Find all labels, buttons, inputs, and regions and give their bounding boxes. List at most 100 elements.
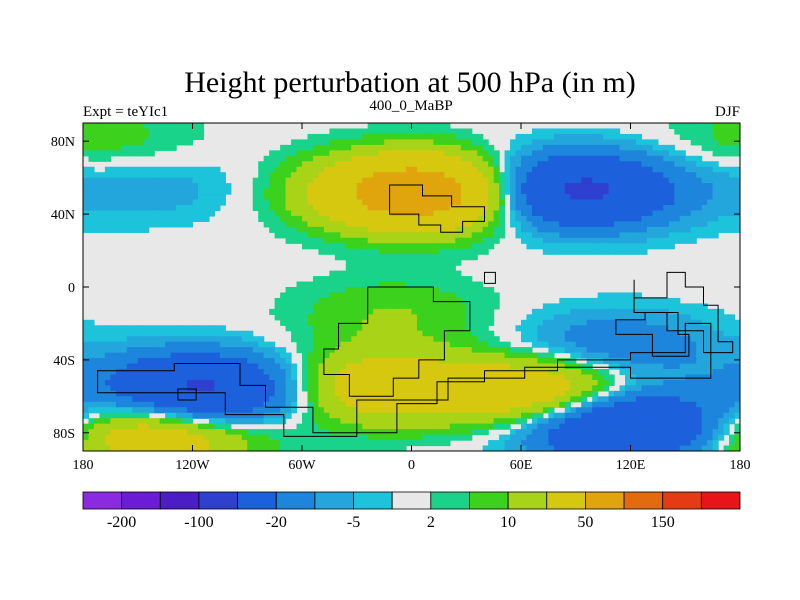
field-cell <box>614 161 621 168</box>
field-cell <box>433 412 440 419</box>
field-cell <box>575 188 582 195</box>
field-cell <box>203 385 210 392</box>
field-cell <box>570 172 577 179</box>
field-cell <box>197 199 205 206</box>
field-cell <box>378 325 385 332</box>
field-cell <box>679 210 686 217</box>
field-cell <box>378 396 385 403</box>
field-cell <box>165 133 172 140</box>
field-cell <box>170 412 177 419</box>
field-cell <box>707 172 714 179</box>
field-cell <box>126 199 133 206</box>
field-cell <box>132 188 139 195</box>
field-cell <box>373 341 380 348</box>
field-cell <box>389 287 396 294</box>
field-cell <box>531 390 539 397</box>
field-cell <box>351 139 358 146</box>
field-cell <box>641 358 648 365</box>
field-cell <box>181 385 188 392</box>
field-cell <box>378 199 385 206</box>
field-cell <box>625 150 632 157</box>
field-cell <box>280 401 287 408</box>
field-cell <box>455 166 462 173</box>
field-cell <box>427 390 434 397</box>
field-cell <box>674 155 681 162</box>
field-cell <box>460 412 467 419</box>
field-cell <box>531 183 539 190</box>
field-cell <box>291 379 298 386</box>
field-cell <box>318 287 325 294</box>
field-cell <box>685 347 692 354</box>
field-cell <box>411 385 418 392</box>
field-cell <box>197 336 205 343</box>
field-cell <box>83 139 90 146</box>
field-cell <box>219 390 226 397</box>
field-cell <box>477 232 484 239</box>
field-cell <box>455 232 462 239</box>
field-cell <box>334 341 341 348</box>
field-cell <box>302 155 309 162</box>
field-cell <box>614 205 621 212</box>
field-cell <box>729 133 736 140</box>
field-cell <box>154 423 161 430</box>
field-cell <box>367 423 374 430</box>
field-cell <box>378 287 385 294</box>
field-cell <box>455 412 462 419</box>
field-cell <box>203 188 210 195</box>
field-cell <box>646 161 653 168</box>
field-cell <box>619 139 626 146</box>
field-cell <box>559 155 566 162</box>
field-cell <box>148 188 155 195</box>
field-cell <box>143 188 150 195</box>
field-cell <box>635 188 643 195</box>
field-cell <box>329 330 336 337</box>
field-cell <box>126 205 133 212</box>
field-cell <box>334 396 341 403</box>
field-cell <box>531 188 539 195</box>
field-cell <box>625 379 632 386</box>
field-cell <box>285 161 292 168</box>
field-cell <box>181 139 188 146</box>
field-cell <box>263 379 270 386</box>
field-cell <box>466 287 473 294</box>
field-cell <box>143 390 150 397</box>
field-cell <box>630 390 637 397</box>
field-cell <box>258 183 265 190</box>
field-cell <box>460 303 467 310</box>
field-cell <box>466 232 473 239</box>
field-cell <box>438 215 445 222</box>
field-cell <box>449 319 456 326</box>
field-cell <box>214 177 221 184</box>
field-cell <box>488 423 495 430</box>
field-cell <box>635 237 643 244</box>
field-cell <box>614 177 621 184</box>
field-cell <box>334 254 341 261</box>
field-cell <box>181 177 188 184</box>
field-cell <box>83 188 90 195</box>
field-cell <box>570 308 577 315</box>
field-cell <box>263 363 270 370</box>
field-cell <box>345 401 352 408</box>
field-cell <box>378 390 385 397</box>
field-cell <box>88 150 95 157</box>
field-cell <box>203 210 210 217</box>
field-cell <box>674 358 681 365</box>
field-cell <box>181 369 188 376</box>
field-cell <box>635 205 643 212</box>
field-cell <box>104 401 111 408</box>
field-cell <box>389 385 396 392</box>
field-cell <box>416 243 424 250</box>
field-cell <box>389 248 396 255</box>
field-cell <box>696 390 703 397</box>
field-cell <box>395 270 402 277</box>
field-cell <box>575 221 582 228</box>
field-cell <box>482 248 489 255</box>
field-cell <box>619 248 626 255</box>
field-cell <box>548 347 555 354</box>
field-cell <box>559 341 566 348</box>
field-cell <box>351 287 358 294</box>
field-cell <box>302 221 309 228</box>
field-cell <box>263 199 270 206</box>
field-cell <box>187 330 194 337</box>
field-cell <box>176 352 183 359</box>
